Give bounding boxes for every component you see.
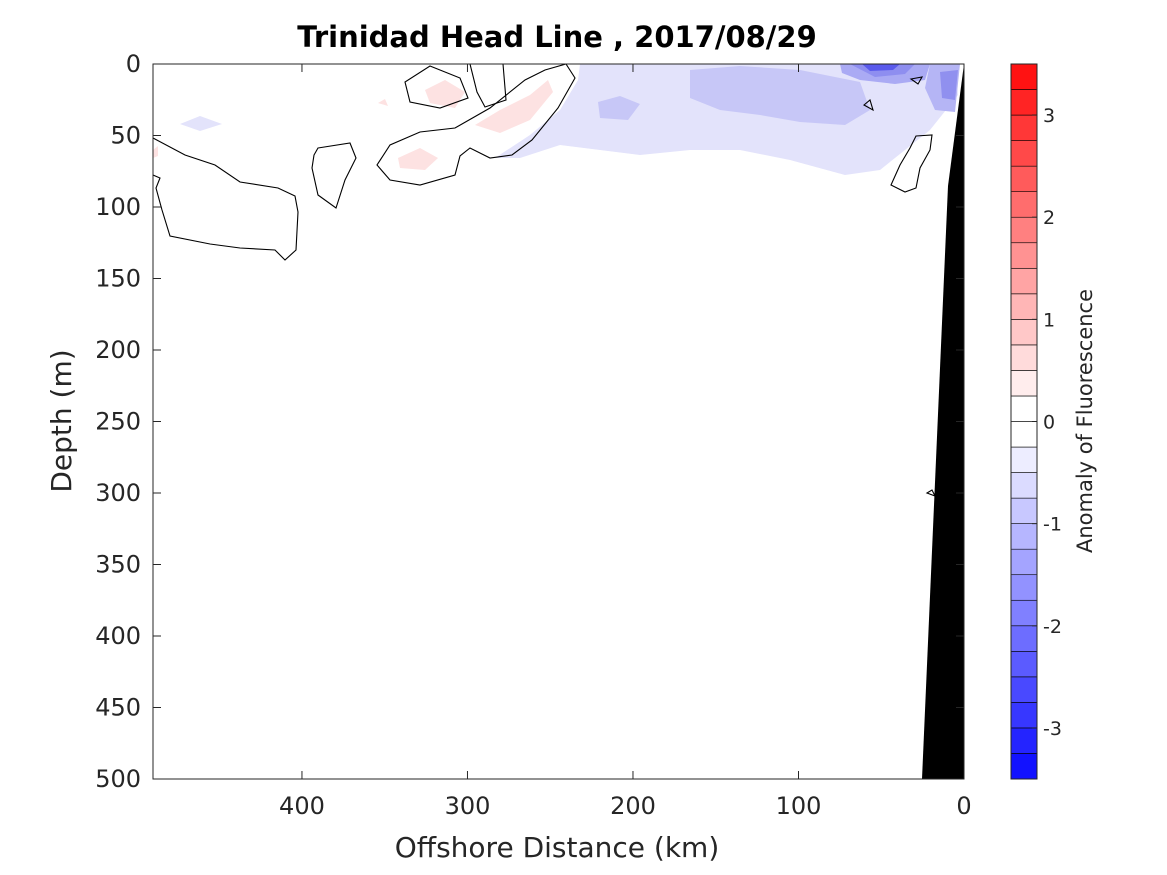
x-tick-label: 200: [610, 792, 656, 820]
colorbar-segment: [1010, 191, 1038, 218]
x-tick-label: 100: [776, 792, 822, 820]
x-tick-label: 400: [279, 792, 325, 820]
colorbar-segment: [1010, 114, 1038, 141]
plot-area: [153, 64, 964, 779]
colorbar-segment: [1010, 472, 1038, 499]
contour-line: [311, 142, 357, 209]
colorbar-segment: [1010, 293, 1038, 320]
y-tick-label: 300: [95, 479, 141, 507]
colorbar-segment: [1010, 574, 1038, 601]
colorbar-segment: [1010, 216, 1038, 244]
y-tick-label: 100: [95, 193, 141, 221]
x-tick-label: 300: [445, 792, 491, 820]
y-tick-label: 500: [95, 765, 141, 793]
colorbar-tick-label: -3: [1043, 718, 1062, 740]
colorbar-segment: [1010, 319, 1038, 346]
positive-anomaly-1: [425, 80, 465, 108]
colorbar-tick-label: 1: [1043, 309, 1055, 331]
colorbar-segment: [1010, 523, 1038, 550]
contour-line: [890, 134, 933, 193]
y-tick-label: 250: [95, 408, 141, 436]
colorbar-segment: [1010, 753, 1038, 780]
positive-anomaly-2: [475, 80, 553, 133]
colorbar-segment: [1010, 370, 1038, 397]
colorbar-segment: [1010, 165, 1038, 192]
contour-line: [153, 137, 299, 261]
colorbar-segment: [1010, 625, 1038, 652]
x-tick-label: 0: [956, 792, 971, 820]
colorbar-segment: [1010, 676, 1038, 703]
contour-line: [909, 76, 924, 85]
contour-line: [404, 65, 469, 109]
x-axis: 400 300 200 100 0: [279, 64, 972, 820]
y-tick-label: 0: [126, 50, 141, 78]
colorbar-segment: [1010, 702, 1038, 729]
chart-title: Trinidad Head Line , 2017/08/29: [297, 20, 817, 54]
zero-contours: [153, 64, 937, 498]
colorbar-label: Anomaly of Fluorescence: [1073, 289, 1097, 553]
contour-line: [376, 64, 576, 186]
colorbar-segment: [1010, 395, 1038, 422]
colorbar-segment: [1010, 651, 1038, 678]
y-axis-label: Depth (m): [45, 349, 78, 492]
y-axis: 0 50 100 150 200 250 300 350 400 450 500: [95, 50, 964, 793]
colorbar-segment: [1010, 267, 1038, 295]
contour-line: [863, 99, 874, 112]
colorbar-tick-label: -1: [1043, 514, 1062, 536]
x-axis-label: Offshore Distance (km): [395, 831, 720, 864]
colorbar-segment: [1010, 497, 1038, 524]
colorbar-segment: [1010, 421, 1038, 448]
positive-anomaly-3: [398, 148, 438, 170]
colorbar: 3 2 1 0 -1 -2 -3: [1010, 63, 1062, 780]
negative-anomaly-offshore: [180, 116, 222, 131]
positive-anomaly-4: [378, 99, 388, 106]
colorbar-tick-label: 3: [1043, 105, 1055, 127]
negative-anomaly-core: [690, 66, 870, 125]
colorbar-segment: [1010, 344, 1038, 371]
colorbar-segment: [1010, 242, 1038, 269]
y-tick-label: 400: [95, 622, 141, 650]
colorbar-segment: [1010, 140, 1038, 167]
colorbar-segment: [1010, 548, 1038, 576]
seafloor-bathymetry: [922, 64, 964, 779]
y-tick-label: 150: [95, 265, 141, 293]
y-tick-label: 50: [110, 122, 141, 150]
positive-anomaly-5: [153, 146, 158, 158]
y-tick-label: 200: [95, 336, 141, 364]
colorbar-segment: [1010, 599, 1038, 627]
colorbar-segment: [1010, 446, 1038, 473]
anomaly-fills: [153, 64, 960, 175]
colorbar-tick-label: 2: [1043, 207, 1055, 229]
negative-anomaly-coastal-core: [940, 70, 958, 100]
colorbar-segment: [1010, 63, 1038, 90]
y-tick-label: 450: [95, 694, 141, 722]
negative-anomaly-strongest: [862, 64, 900, 71]
colorbar-tick-label: -2: [1043, 616, 1062, 638]
colorbar-segment: [1010, 727, 1038, 754]
colorbar-tick-label: 0: [1043, 412, 1055, 434]
colorbar-segment: [1010, 89, 1038, 116]
negative-anomaly-core-2: [598, 96, 640, 120]
y-tick-label: 350: [95, 551, 141, 579]
contour-line: [925, 489, 937, 498]
